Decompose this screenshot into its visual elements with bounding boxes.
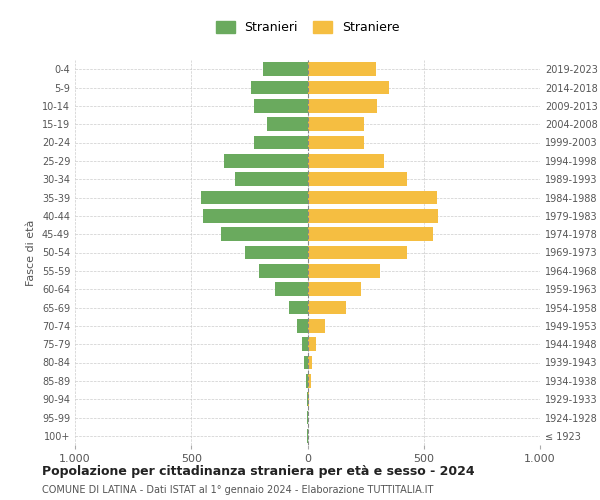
Bar: [289, 300, 308, 314]
Bar: [308, 392, 310, 406]
Bar: [308, 80, 389, 94]
Bar: [200, 190, 308, 204]
Bar: [254, 136, 308, 149]
Bar: [259, 264, 308, 278]
Bar: [251, 80, 308, 94]
Bar: [302, 338, 308, 351]
Bar: [235, 172, 308, 186]
Bar: [203, 209, 308, 222]
Bar: [308, 172, 407, 186]
Y-axis label: Fasce di età: Fasce di età: [26, 220, 36, 286]
Bar: [308, 338, 316, 351]
Bar: [308, 228, 433, 241]
Bar: [308, 374, 311, 388]
Bar: [308, 190, 437, 204]
Bar: [304, 356, 308, 370]
Bar: [267, 118, 308, 131]
Bar: [308, 62, 376, 76]
Bar: [308, 136, 364, 149]
Bar: [308, 246, 407, 260]
Bar: [308, 118, 364, 131]
Bar: [224, 154, 308, 168]
Bar: [308, 300, 346, 314]
Bar: [245, 246, 308, 260]
Bar: [308, 282, 361, 296]
Bar: [308, 99, 377, 112]
Bar: [307, 392, 308, 406]
Bar: [221, 228, 308, 241]
Bar: [308, 264, 380, 278]
Bar: [308, 319, 325, 332]
Bar: [275, 282, 308, 296]
Bar: [297, 319, 308, 332]
Text: Popolazione per cittadinanza straniera per età e sesso - 2024: Popolazione per cittadinanza straniera p…: [42, 465, 475, 478]
Bar: [305, 374, 308, 388]
Bar: [308, 154, 384, 168]
Bar: [263, 62, 308, 76]
Legend: Stranieri, Straniere: Stranieri, Straniere: [211, 16, 404, 39]
Text: COMUNE DI LATINA - Dati ISTAT al 1° gennaio 2024 - Elaborazione TUTTITALIA.IT: COMUNE DI LATINA - Dati ISTAT al 1° genn…: [42, 485, 433, 495]
Bar: [308, 209, 438, 222]
Bar: [254, 99, 308, 112]
Bar: [308, 356, 312, 370]
